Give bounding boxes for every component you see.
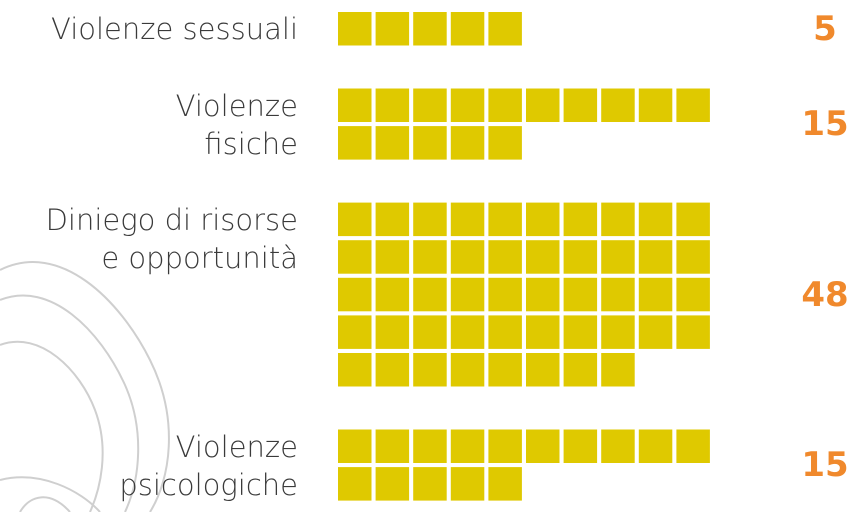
waffle-cell: [375, 277, 410, 312]
waffle-cell: [488, 88, 522, 122]
waffle-cell: [488, 315, 522, 349]
waffle-cell: [676, 202, 710, 237]
waffle-cell: [375, 353, 410, 387]
waffle-cell: [450, 353, 485, 387]
waffle-cell: [338, 353, 372, 387]
waffle-cell: [488, 12, 522, 46]
waffle-cell: [413, 88, 447, 122]
category-label: Diniego di risorse e opportunità: [45, 202, 298, 275]
waffle-cell: [526, 429, 560, 463]
waffle-cell: [450, 240, 485, 274]
waffle-cell: [375, 126, 410, 160]
category-label: Violenze psicologiche: [119, 429, 298, 502]
waffle-cell: [338, 88, 372, 122]
waffle-cell: [413, 126, 447, 160]
waffle-cell: [563, 202, 598, 237]
waffle-cell: [413, 467, 447, 501]
waffle-cell: [563, 315, 598, 349]
waffle-cell: [450, 467, 485, 501]
waffle-cell: [375, 202, 410, 237]
waffle-cell: [338, 429, 372, 463]
waffle-cell: [338, 126, 372, 160]
waffle-cell: [338, 202, 372, 237]
waffle-cell: [601, 202, 635, 237]
waffle-cell: [338, 240, 372, 274]
waffle-cell: [563, 277, 598, 312]
waffle-cell: [526, 277, 560, 312]
waffle-cell: [676, 315, 710, 349]
waffle-cell: [526, 240, 560, 274]
waffle-cell: [638, 202, 673, 237]
waffle-cell: [638, 277, 673, 312]
value-label: 15: [801, 445, 849, 486]
waffle-cell: [338, 467, 372, 501]
waffle-cell: [450, 88, 485, 122]
waffle-cell: [601, 353, 635, 387]
waffle-cell: [413, 12, 447, 46]
waffle-cell: [601, 429, 635, 463]
category-label: Violenze fisiche: [175, 88, 298, 161]
value-label: 48: [801, 274, 849, 315]
waffle-cell: [488, 126, 522, 160]
waffle-cell: [676, 240, 710, 274]
waffle-cell: [375, 467, 410, 501]
waffle-cell: [601, 277, 635, 312]
waffle-cell: [413, 429, 447, 463]
waffle-cell: [338, 277, 372, 312]
waffle-cell: [338, 12, 372, 46]
waffle-cell: [450, 429, 485, 463]
waffle-cell: [375, 240, 410, 274]
decoration: [0, 261, 170, 512]
waffle-cell: [375, 88, 410, 122]
value-label: 5: [813, 8, 837, 49]
waffle-cell: [638, 240, 673, 274]
waffle-cell: [488, 467, 522, 501]
waffle-cell: [413, 240, 447, 274]
waffle-cell: [488, 353, 522, 387]
waffle-cell: [450, 202, 485, 237]
value-label: 15: [801, 104, 849, 145]
waffle-cell: [450, 12, 485, 46]
waffle-cell: [413, 353, 447, 387]
waffle-cell: [638, 315, 673, 349]
waffle-cell: [375, 12, 410, 46]
waffle-cell: [488, 429, 522, 463]
waffle-cell: [526, 202, 560, 237]
waffle-cell: [563, 88, 598, 122]
waffle-cell: [638, 88, 673, 122]
waffle-cell: [488, 240, 522, 274]
waffle-cell: [638, 429, 673, 463]
waffle-cell: [488, 202, 522, 237]
waffle-cell: [676, 88, 710, 122]
waffle-cell: [526, 353, 560, 387]
waffle-cell: [526, 88, 560, 122]
waffle-cell: [338, 315, 372, 349]
waffle-cell: [375, 315, 410, 349]
waffle-cell: [450, 126, 485, 160]
waffle-cell: [413, 315, 447, 349]
waffle-cell: [563, 240, 598, 274]
waffle-cell: [601, 88, 635, 122]
waffle-cell: [676, 277, 710, 312]
waffle-cell: [413, 277, 447, 312]
waffle-cell: [563, 429, 598, 463]
waffle-cell: [450, 315, 485, 349]
waffle-cell: [601, 240, 635, 274]
waffle-cell: [488, 277, 522, 312]
waffle-cell: [563, 353, 598, 387]
waffle-cell: [413, 202, 447, 237]
waffle-cell: [601, 315, 635, 349]
waffle-cell: [375, 429, 410, 463]
waffle-cell: [526, 315, 560, 349]
category-label: Violenze sessuali: [51, 12, 298, 46]
waffle-cell: [450, 277, 485, 312]
waffle-cell: [676, 429, 710, 463]
